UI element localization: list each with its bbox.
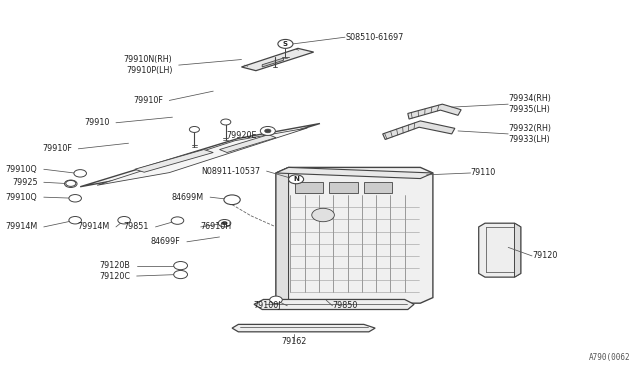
Text: 79910N(RH)
79910P(LH): 79910N(RH) 79910P(LH) xyxy=(124,55,172,75)
Circle shape xyxy=(221,119,231,125)
Text: 79914M: 79914M xyxy=(77,222,109,231)
Polygon shape xyxy=(276,167,433,303)
Text: N08911-10537: N08911-10537 xyxy=(201,167,260,176)
Text: 79162: 79162 xyxy=(281,337,307,346)
Circle shape xyxy=(224,195,240,205)
Text: 76910H: 76910H xyxy=(201,222,232,231)
Circle shape xyxy=(218,219,231,227)
Text: 79934(RH)
79935(LH): 79934(RH) 79935(LH) xyxy=(508,94,551,114)
Text: 79110: 79110 xyxy=(470,169,496,177)
Text: 79120C: 79120C xyxy=(99,272,131,280)
Polygon shape xyxy=(479,223,521,277)
Polygon shape xyxy=(330,182,358,193)
Text: 79932(RH)
79933(LH): 79932(RH) 79933(LH) xyxy=(508,124,551,144)
Polygon shape xyxy=(383,121,455,140)
Polygon shape xyxy=(241,48,314,71)
Polygon shape xyxy=(515,223,521,277)
Text: 84699F: 84699F xyxy=(151,237,180,246)
Polygon shape xyxy=(408,104,461,119)
Circle shape xyxy=(118,217,131,224)
Text: S08510-61697: S08510-61697 xyxy=(345,33,403,42)
Circle shape xyxy=(66,180,76,186)
Text: 79910: 79910 xyxy=(84,118,109,127)
Text: 79120: 79120 xyxy=(532,251,557,260)
Circle shape xyxy=(65,180,77,187)
Circle shape xyxy=(289,175,303,184)
Text: 79100J: 79100J xyxy=(253,301,281,310)
Circle shape xyxy=(269,296,282,304)
Polygon shape xyxy=(254,299,414,310)
Text: 79920E: 79920E xyxy=(227,131,257,140)
Circle shape xyxy=(260,126,275,135)
Polygon shape xyxy=(276,167,433,179)
Polygon shape xyxy=(364,182,392,193)
Circle shape xyxy=(312,208,334,222)
Circle shape xyxy=(189,126,200,132)
Polygon shape xyxy=(97,128,307,185)
Circle shape xyxy=(173,262,188,270)
Text: 79120B: 79120B xyxy=(100,262,131,270)
Circle shape xyxy=(222,222,227,225)
Text: 79910Q: 79910Q xyxy=(6,165,38,174)
Circle shape xyxy=(69,217,81,224)
Polygon shape xyxy=(220,135,276,153)
Text: 79910F: 79910F xyxy=(42,144,72,153)
Text: 84699M: 84699M xyxy=(172,193,204,202)
Polygon shape xyxy=(232,324,375,332)
Circle shape xyxy=(265,129,271,133)
Circle shape xyxy=(278,39,293,48)
Polygon shape xyxy=(295,182,323,193)
Text: 79851: 79851 xyxy=(124,222,149,231)
Polygon shape xyxy=(135,150,213,172)
Circle shape xyxy=(74,170,86,177)
Text: 79925: 79925 xyxy=(12,178,38,187)
Circle shape xyxy=(229,198,236,202)
Polygon shape xyxy=(262,58,284,67)
Text: 79910Q: 79910Q xyxy=(6,193,38,202)
Text: N: N xyxy=(293,176,299,182)
Text: A790(0062: A790(0062 xyxy=(589,353,630,362)
Text: S: S xyxy=(283,41,288,47)
Text: 79910F: 79910F xyxy=(133,96,163,105)
Polygon shape xyxy=(80,124,320,187)
Polygon shape xyxy=(276,167,289,303)
Circle shape xyxy=(69,195,81,202)
Text: 79914M: 79914M xyxy=(5,222,38,231)
Circle shape xyxy=(173,270,188,279)
Circle shape xyxy=(171,217,184,224)
Text: 79850: 79850 xyxy=(333,301,358,310)
